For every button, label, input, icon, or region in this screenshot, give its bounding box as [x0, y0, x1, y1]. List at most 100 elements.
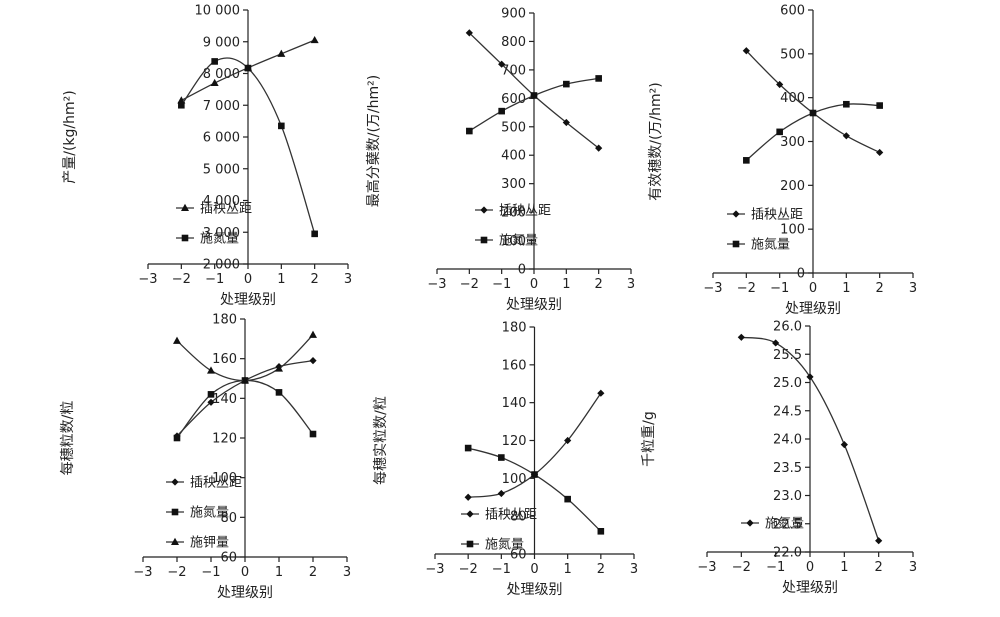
y-tick-label: 140	[212, 392, 237, 407]
data-point	[875, 537, 883, 545]
legend-label: 施氮量	[499, 234, 538, 249]
y-tick-label: 100	[501, 234, 526, 249]
data-point	[309, 430, 317, 438]
chart-2: 0 100 200 300 400 500 600 700 800 900 −3 −2 −1 0 1 2 3 处理…	[365, 7, 635, 314]
x-tick-label: −1	[766, 560, 785, 575]
x-tick-label: 0	[809, 281, 817, 296]
x-tick-label: 0	[806, 560, 814, 575]
legend-label: 插秧丛距	[499, 204, 551, 219]
x-tick-label: 1	[562, 277, 570, 292]
legend-marker	[466, 540, 474, 548]
x-tick-label: 3	[909, 281, 917, 296]
y-tick-label: 22.0	[773, 546, 802, 561]
legend-entry: 施氮量	[741, 517, 804, 532]
y-tick-label: 700	[501, 63, 526, 78]
x-tick-label: 0	[530, 562, 538, 577]
y-tick-label: 5 000	[203, 162, 240, 177]
data-point	[842, 132, 850, 140]
y-tick-label: 100	[780, 223, 805, 238]
data-point	[876, 148, 884, 157]
chart-1: 2 000 3 000 4 000 5 000 6 000 7 000 8 000 9 000…	[62, 4, 352, 309]
legend-label: 插秧丛距	[190, 476, 242, 491]
x-tick-label: −2	[732, 560, 751, 575]
legend-entry: 插秧丛距	[176, 202, 252, 217]
data-point	[464, 444, 472, 452]
data-point	[173, 336, 181, 344]
y-tick-label: 160	[212, 352, 237, 367]
legend-marker	[171, 537, 179, 545]
x-tick-label: −1	[205, 272, 224, 287]
legend-marker	[732, 240, 740, 248]
legend-label: 施氮量	[485, 538, 524, 553]
legend-entry: 施氮量	[176, 232, 239, 247]
x-tick-label: −2	[167, 565, 186, 580]
data-point	[595, 75, 602, 82]
x-tick-label: 2	[597, 562, 605, 577]
y-tick-label: 100	[502, 472, 527, 487]
y-tick-label: 24.0	[773, 433, 802, 448]
x-tick-label: 2	[875, 560, 883, 575]
data-point	[597, 528, 605, 535]
y-tick-label: 7 000	[203, 99, 240, 114]
y-tick-label: 0	[518, 263, 526, 278]
data-point	[309, 357, 317, 365]
x-tick-label: −3	[425, 562, 444, 577]
legend-label: 插秧丛距	[751, 208, 803, 223]
x-tick-label: −1	[201, 565, 220, 580]
y-tick-label: 600	[780, 4, 805, 19]
y-tick-label: 80	[220, 511, 237, 526]
y-tick-label: 120	[212, 432, 237, 447]
data-point	[211, 58, 218, 65]
legend-label: 施钾量	[190, 536, 229, 551]
y-tick-label: 180	[502, 321, 527, 336]
legend-marker	[181, 234, 189, 242]
y-tick-label: 800	[501, 35, 526, 50]
data-point	[840, 441, 848, 449]
series-1	[737, 333, 883, 545]
data-point	[809, 109, 817, 117]
y-tick-label: 6 000	[203, 131, 240, 146]
data-point	[210, 78, 219, 87]
y-tick-label: 500	[780, 47, 805, 62]
y-tick-label: 300	[501, 177, 526, 192]
series-line	[180, 57, 316, 235]
data-point	[498, 107, 505, 115]
x-tick-label: −2	[459, 562, 478, 577]
data-point	[465, 29, 473, 37]
y-axis-label: 每穗粒数/粒	[60, 401, 76, 476]
data-point	[278, 122, 285, 130]
data-point	[497, 489, 505, 498]
x-tick-label: 0	[530, 277, 538, 292]
y-axis-label: 产量/(kg/hm²)	[62, 90, 78, 183]
data-point	[207, 366, 215, 374]
y-tick-label: 120	[502, 434, 527, 449]
y-tick-label: 100	[212, 471, 237, 486]
y-tick-label: 25.0	[773, 376, 802, 391]
legend-label: 施氮量	[200, 232, 239, 247]
data-point	[498, 454, 505, 461]
legend-marker	[732, 210, 740, 218]
y-axis-label: 每穗实粒数/粒	[373, 396, 389, 485]
y-tick-label: 9 000	[203, 35, 240, 50]
x-tick-label: −3	[697, 560, 716, 575]
y-tick-label: 180	[212, 313, 237, 328]
data-point	[843, 100, 850, 108]
x-tick-label: 1	[842, 281, 850, 296]
y-axis-label: 有效穗数/(万/hm²)	[648, 82, 664, 200]
data-point	[173, 434, 181, 442]
legend-marker	[746, 519, 754, 527]
y-tick-label: 600	[501, 92, 526, 107]
y-tick-label: 500	[501, 120, 526, 135]
data-point	[562, 118, 570, 127]
legend-entry: 施氮量	[475, 234, 538, 249]
y-tick-label: 8 000	[203, 67, 240, 82]
y-axis-label: 最高分蘖数/(万/hm²)	[365, 75, 382, 207]
x-tick-label: −2	[460, 277, 479, 292]
series-2	[743, 100, 883, 164]
legend-label: 施氮量	[190, 506, 229, 521]
data-point	[275, 389, 283, 396]
x-tick-label: 0	[244, 272, 252, 287]
x-tick-label: 1	[564, 562, 572, 577]
data-point	[464, 493, 472, 501]
y-tick-label: 200	[780, 179, 805, 194]
